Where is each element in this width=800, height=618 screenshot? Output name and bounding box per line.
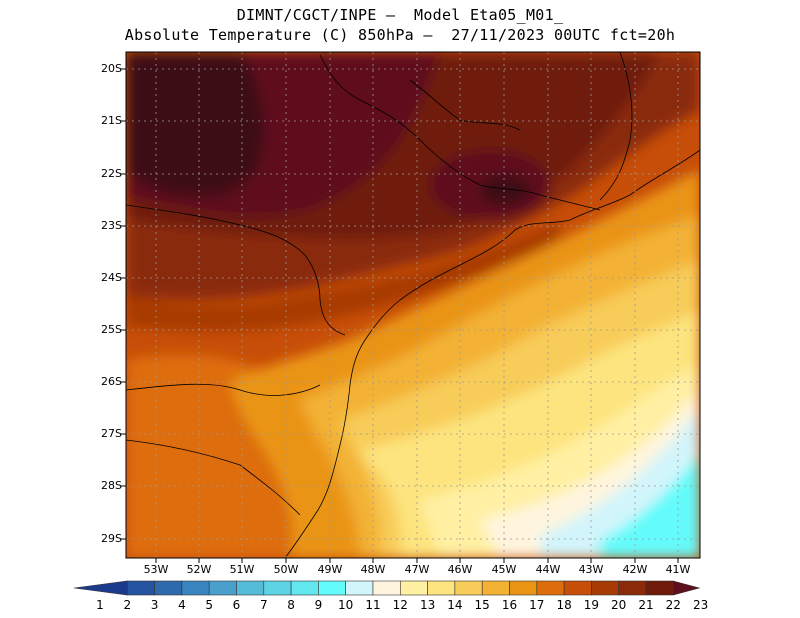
colorbar-swatch [509, 580, 538, 596]
coastline-borders [126, 52, 700, 558]
colorbar-swatch [372, 580, 401, 596]
lon-label: 52W [186, 563, 212, 576]
colorbar-label: 22 [665, 598, 681, 612]
lon-label: 48W [360, 563, 386, 576]
colorbar-label: 14 [447, 598, 463, 612]
colorbar-swatch [208, 580, 237, 596]
colorbar-label: 1 [96, 598, 104, 612]
colorbar-swatch [481, 580, 510, 596]
colorbar-swatch [236, 580, 265, 596]
colorbar-swatch [672, 580, 701, 596]
map-title-line1: DIMNT/CGCT/INPE – Model Eta05_M01_ [236, 6, 564, 24]
colorbar-label: 18 [556, 598, 572, 612]
colorbar-swatch [181, 580, 210, 596]
lon-label: 51W [229, 563, 255, 576]
colorbar-label: 19 [583, 598, 600, 612]
colorbar-label: 6 [232, 598, 241, 612]
colorbar-swatch [345, 580, 374, 596]
colorbar-swatch [563, 580, 592, 596]
colorbar-swatch [536, 580, 565, 596]
lat-label: 22S [101, 167, 122, 180]
colorbar-swatch [290, 580, 319, 596]
colorbar-swatch [263, 580, 292, 596]
plot-frame [125, 51, 701, 559]
colorbar-label: 20 [611, 598, 627, 612]
colorbar-swatch [318, 580, 346, 596]
colorbar [73, 580, 701, 596]
lat-label: 23S [101, 219, 122, 232]
colorbar-swatch [154, 580, 183, 596]
colorbar-label: 15 [474, 598, 490, 612]
lon-label: 49W [317, 563, 343, 576]
lat-label: 29S [101, 532, 122, 545]
lon-label: 50W [273, 563, 299, 576]
colorbar-label: 17 [529, 598, 545, 612]
lon-label: 41W [665, 563, 691, 576]
lat-label: 28S [101, 479, 122, 492]
colorbar-swatch [645, 580, 674, 596]
colorbar-swatch [618, 580, 647, 596]
lon-label: 42W [622, 563, 648, 576]
lon-label: 47W [404, 563, 430, 576]
colorbar-label: 3 [150, 598, 159, 612]
lat-label: 26S [101, 375, 122, 388]
colorbar-swatch [591, 580, 620, 596]
colorbar-swatch [454, 580, 483, 596]
map-grid [126, 52, 700, 558]
colorbar-swatch [399, 580, 428, 596]
colorbar-label: 2 [123, 598, 132, 612]
colorbar-swatch [427, 580, 456, 596]
map-title-line2: Absolute Temperature (C) 850hPa – 27/11/… [124, 26, 676, 44]
lon-label: 44W [535, 563, 561, 576]
colorbar-label: 16 [501, 598, 518, 612]
lat-label: 21S [101, 114, 122, 127]
colorbar-label: 10 [338, 598, 354, 612]
colorbar-label: 4 [178, 598, 186, 612]
lat-label: 27S [101, 427, 122, 440]
temperature-field [126, 52, 700, 558]
colorbar-label: 7 [259, 598, 268, 612]
lon-label: 53W [143, 563, 169, 576]
lat-label: 24S [101, 271, 122, 284]
colorbar-swatch [127, 580, 155, 596]
lat-label: 20S [101, 62, 122, 75]
lon-label: 45W [491, 563, 517, 576]
colorbar-label: 12 [392, 598, 408, 612]
lon-label: 46W [447, 563, 473, 576]
colorbar-label: 8 [287, 598, 295, 612]
lon-label: 43W [578, 563, 604, 576]
colorbar-label: 9 [314, 598, 323, 612]
colorbar-label: 21 [638, 598, 654, 612]
axis-ticks [121, 68, 679, 563]
colorbar-label: 13 [419, 598, 436, 612]
lat-label: 25S [101, 323, 122, 336]
colorbar-swatch [73, 580, 128, 596]
colorbar-label: 23 [692, 598, 709, 612]
colorbar-label: 5 [205, 598, 213, 612]
colorbar-label: 11 [365, 598, 381, 612]
